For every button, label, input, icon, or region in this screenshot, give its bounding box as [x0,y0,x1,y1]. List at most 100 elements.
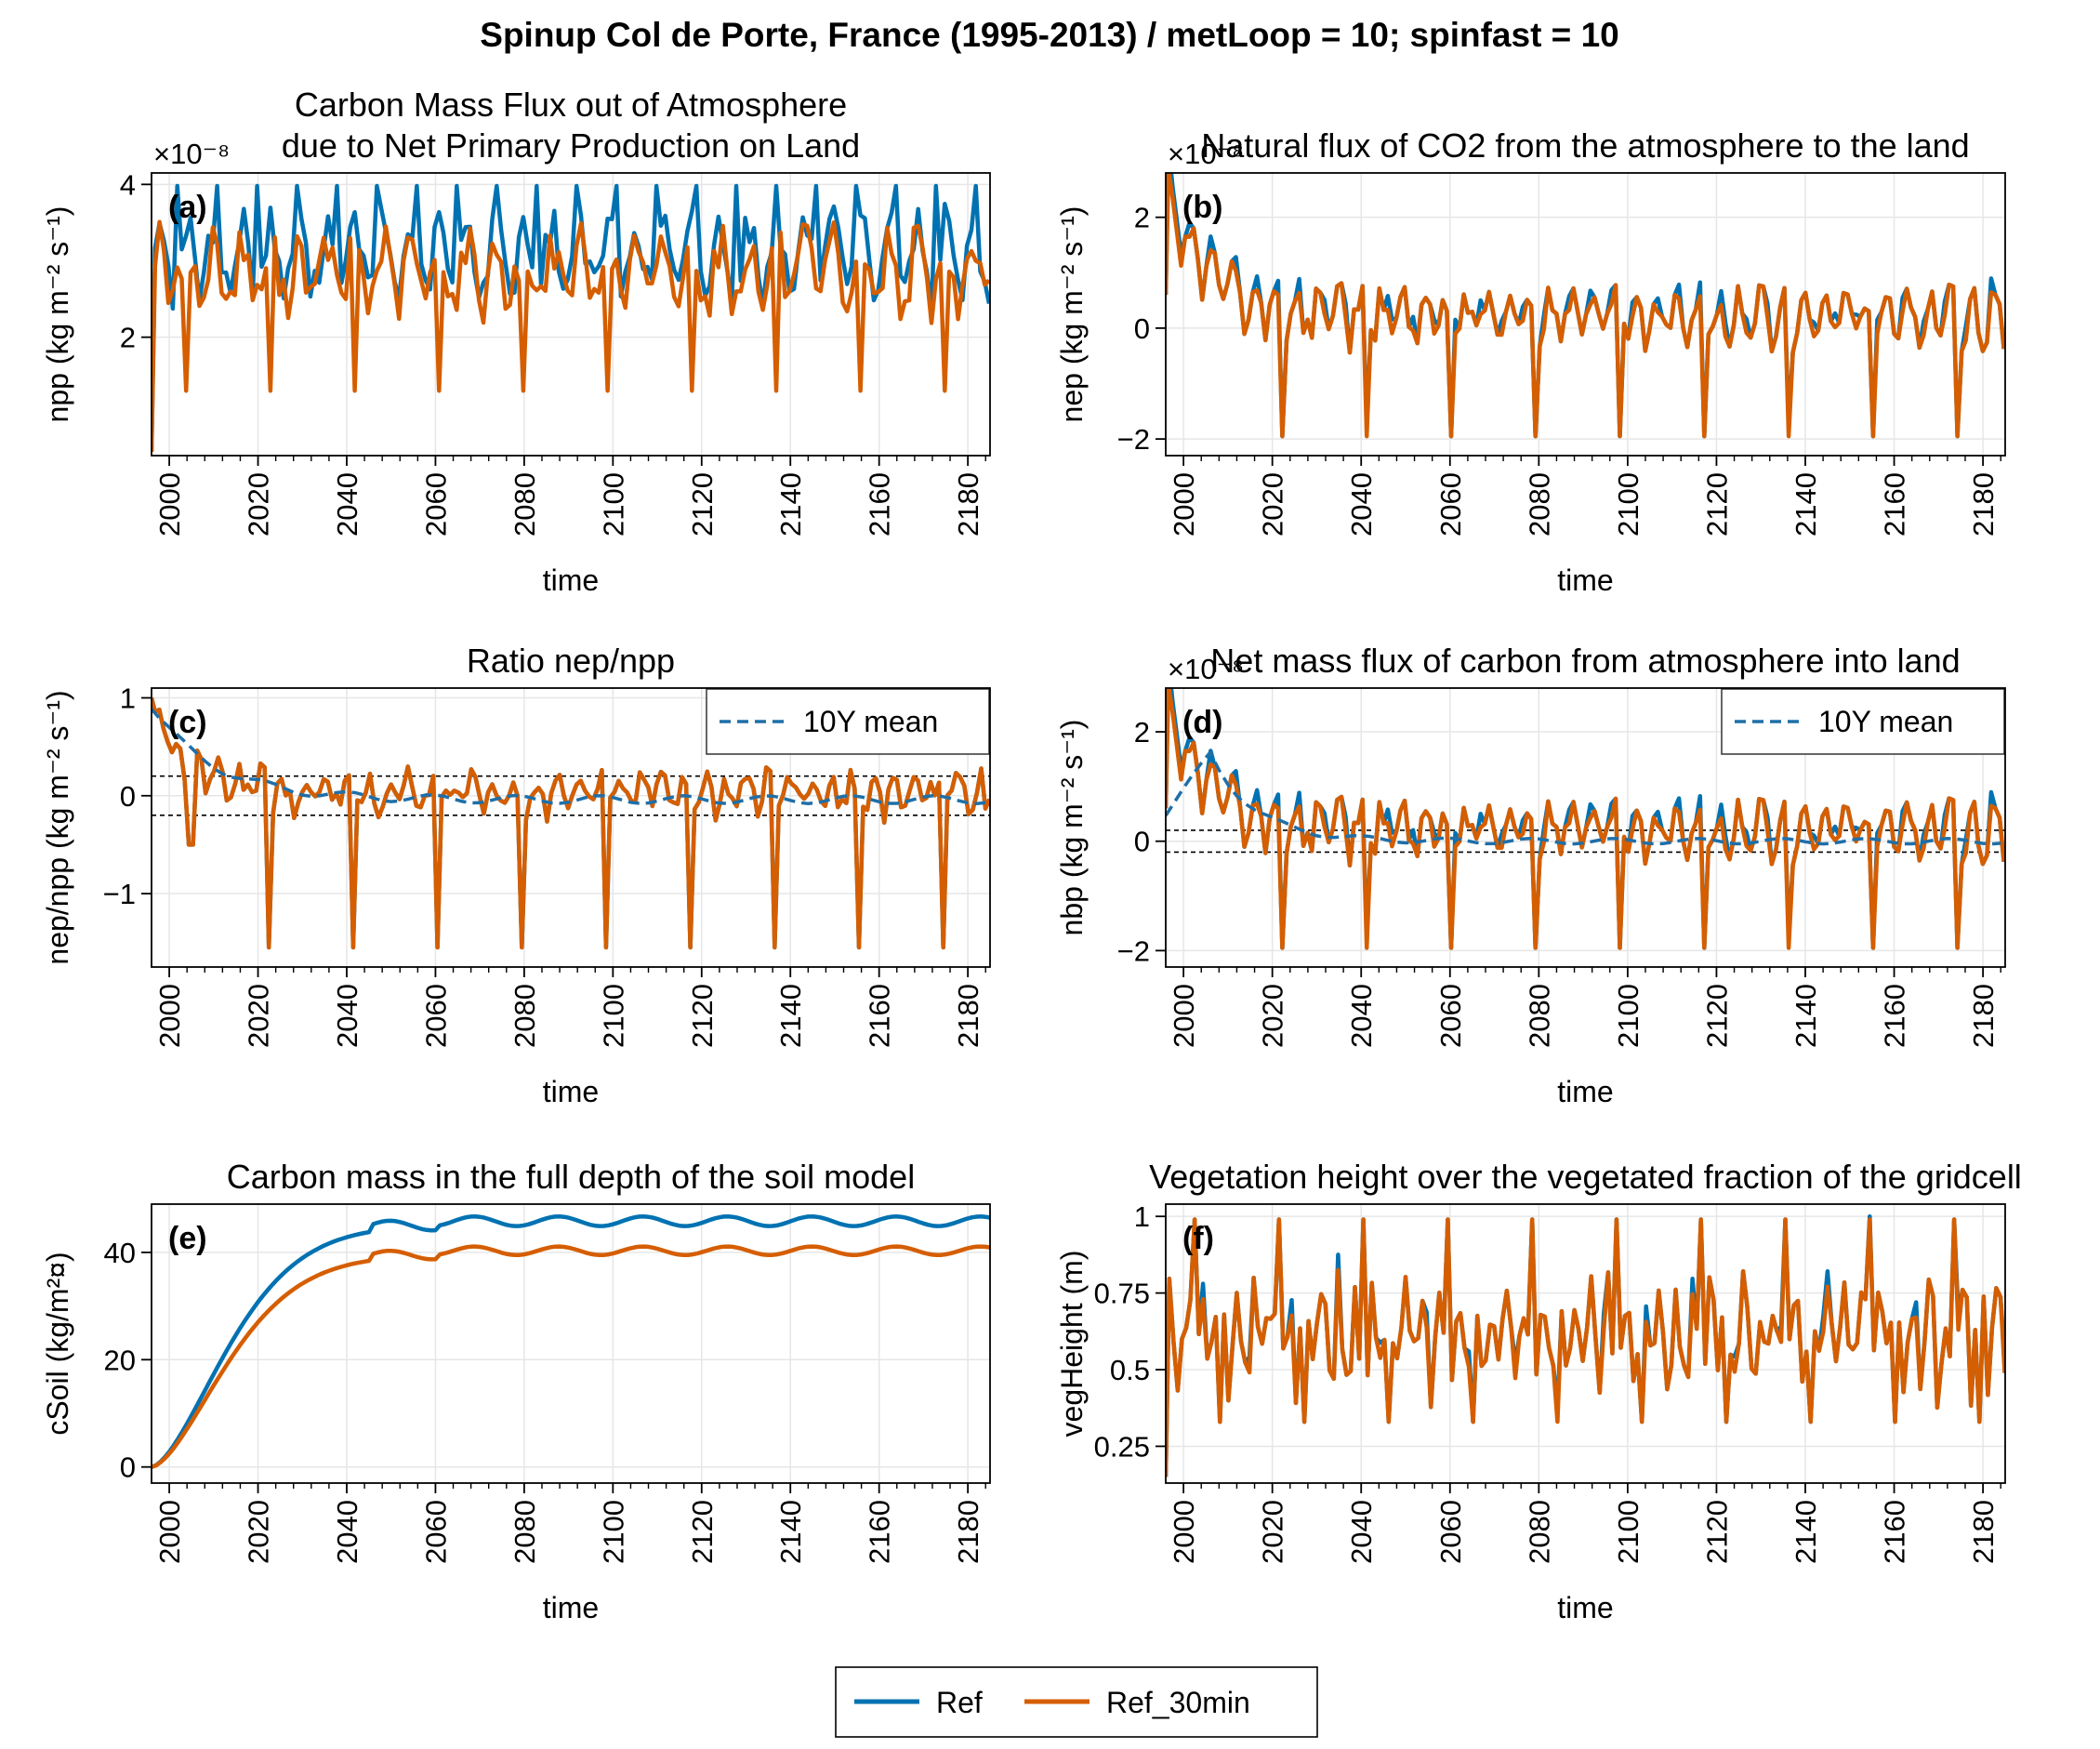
series-line-ref_30min [152,219,990,452]
axes-frame [151,687,991,968]
y-tick-label: 0.5 [1110,1354,1150,1386]
y-tick-label: 2 [1134,716,1150,749]
panel-f: 2000 2020 2040 2060 2080 2100 2120 2140 2160 2180… [1055,1158,2022,1624]
x-tick-label: 2180 [1967,984,2000,1048]
x-tick-label: 2020 [1257,472,1289,537]
x-tick-label: 2040 [1345,1500,1378,1564]
x-tick-label: 2040 [331,984,363,1048]
mean-legend-label: 10Y mean [1818,705,1953,738]
series-line-ref_30min [1166,688,2005,950]
x-tick-label: 2040 [1345,472,1378,537]
x-tick-label: 2020 [243,472,275,537]
y-tick-label: −2 [1117,934,1150,967]
series-line-ref_30min [1166,1217,2005,1477]
panel-label: (b) [1182,190,1222,225]
series-line-10y-mean [1166,749,2001,846]
figure-legend: Ref Ref_30min [835,1666,1318,1738]
y-tick-label: 0 [1134,312,1150,345]
panel-title: Ratio nep/npp [467,642,675,680]
y-axis-label: nep (kg m⁻² s⁻¹) [1055,206,1089,423]
y-tick-label: 0.25 [1094,1430,1150,1463]
panel-title: Net mass flux of carbon from atmosphere … [1210,642,1960,680]
x-tick-label: 2020 [1257,1500,1289,1564]
panel-e: 2000 2020 2040 2060 2080 2100 2120 2140 2160 2180… [41,1158,991,1624]
y-axis-label: nep/npp (kg m⁻² s⁻¹) [41,690,74,964]
x-tick-label: 2040 [1345,984,1378,1048]
x-tick-label: 2180 [952,1500,984,1564]
panel-title: Vegetation height over the vegetated fra… [1149,1158,2022,1196]
panels: 2000 2020 2040 2060 2080 2100 2120 2140 2160 2180… [41,86,2022,1624]
x-axis-label: time [543,1075,599,1108]
axes-frame [151,1203,991,1484]
axes-frame [1165,1203,2006,1484]
x-tick-label: 2100 [1612,984,1644,1048]
y-tick-label: 20 [104,1344,136,1376]
y-tick-label: 2 [1134,202,1150,234]
panel-a: 2000 2020 2040 2060 2080 2100 2120 2140 2160 2180… [41,86,991,597]
x-tick-label: 2140 [774,984,807,1048]
x-tick-label: 2020 [243,984,275,1048]
y-tick-label: 4 [120,168,136,201]
legend-label: Ref [936,1686,983,1719]
series-line-ref [1166,173,2005,439]
x-tick-label: 2100 [1612,1500,1644,1564]
x-tick-label: 2140 [774,1500,807,1564]
axes-frame [1165,687,2006,968]
y-tick-label: 0.75 [1094,1278,1150,1310]
x-tick-label: 2000 [153,984,186,1048]
series-line-ref_30min [152,1244,990,1469]
x-tick-label: 2020 [243,1500,275,1564]
panel-c: 10Y mean 2000 2020 2040 2060 2080 2100 2120 2140… [41,642,991,1108]
x-tick-label: 2120 [1700,1500,1733,1564]
x-tick-label: 2160 [1879,472,1911,537]
y-tick-label: 1 [120,682,136,715]
x-tick-label: 2020 [1257,984,1289,1048]
x-tick-label: 2000 [153,1500,186,1564]
x-tick-label: 2000 [1168,1500,1200,1564]
panel-title: Carbon Mass Flux out of Atmosphere [295,86,847,124]
x-tick-label: 2060 [1434,472,1467,537]
y-offset-label: ×10⁻⁸ [1168,653,1244,685]
x-tick-label: 2000 [153,472,186,537]
x-tick-label: 2180 [952,472,984,537]
x-tick-label: 2080 [508,984,541,1048]
y-tick-label: 2 [120,322,136,354]
legend-label: Ref_30min [1106,1686,1250,1719]
x-tick-label: 2080 [508,1500,541,1564]
mean-legend-box [706,688,990,755]
y-tick-label: 1 [1134,1200,1150,1233]
y-axis-label: vegHeight (m) [1055,1251,1089,1438]
x-tick-label: 2060 [419,472,452,537]
x-tick-label: 2120 [686,472,719,537]
series-line-ref [152,1214,990,1469]
axes-frame [151,172,991,457]
x-tick-label: 2040 [331,472,363,537]
panel-title: Carbon mass in the full depth of the soi… [227,1158,915,1196]
x-tick-label: 2060 [419,984,452,1048]
x-tick-label: 2180 [952,984,984,1048]
panel-title: Natural flux of CO2 from the atmosphere … [1201,126,1969,165]
x-axis-label: time [543,563,599,597]
x-tick-label: 2140 [774,472,807,537]
mean-legend-label: 10Y mean [803,705,938,738]
y-offset-label: ×10⁻⁸ [1168,138,1244,170]
y-offset-label: ×10⁻⁸ [153,138,230,170]
x-tick-label: 2100 [597,1500,629,1564]
panel-b: 2000 2020 2040 2060 2080 2100 2120 2140 2160 2180… [1055,126,2006,597]
y-tick-label: −2 [1117,423,1150,456]
x-tick-label: 2140 [1790,1500,1822,1564]
y-axis-label: cSoil (kg/m²¤) [41,1252,74,1435]
x-tick-label: 2160 [1879,984,1911,1048]
x-tick-label: 2180 [1967,472,2000,537]
panel-label: (c) [168,705,207,740]
y-axis-label: npp (kg m⁻² s⁻¹) [41,206,74,423]
x-tick-label: 2100 [597,984,629,1048]
series-line-ref_30min [1166,173,2005,439]
x-axis-label: time [1557,1075,1613,1108]
x-axis-label: time [1557,563,1613,597]
x-tick-label: 2120 [686,1500,719,1564]
x-tick-label: 2060 [1434,1500,1467,1564]
x-tick-label: 2060 [419,1500,452,1564]
x-tick-label: 2000 [1168,472,1200,537]
